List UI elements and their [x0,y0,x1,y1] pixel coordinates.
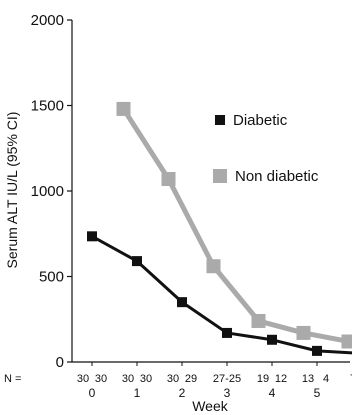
n-row-label: 12 [275,373,287,385]
legend-label-diabetic: Diabetic [233,112,288,129]
data-point-non-diabetic [206,259,221,274]
x-tick-label: 3 [224,386,231,400]
n-row-label: 29 [185,373,197,385]
x-tick-label: 5 [314,386,321,400]
x-tick-label: 1 [134,386,141,400]
legend-label-non-diabetic: Non diabetic [235,168,319,185]
y-tick-label: 1500 [31,98,64,115]
x-axis-title: Week [192,398,229,414]
n-row-label: 13 [302,373,314,385]
n-row-label: 30 [95,373,107,385]
data-point-diabetic [312,345,322,356]
data-point-non-diabetic [251,313,266,328]
x-tick-label: 0 [89,386,96,400]
data-point-non-diabetic [161,172,176,187]
data-point-non-diabetic [116,101,131,116]
n-row-label: 30 [122,373,134,385]
legend-marker-diabetic [215,115,225,125]
series-non-diabetic [116,101,352,349]
n-row-label: 30 [167,373,179,385]
n-row-prefix: N = [4,373,21,385]
series [87,101,352,356]
series-line-non-diabetic [121,107,349,344]
x-tick-label: 2 [179,386,186,400]
y-tick-label: 1000 [31,183,64,200]
series-diabetic [87,231,352,356]
n-row-label: 4 [323,373,329,385]
data-point-diabetic [222,327,232,338]
x-ticks: 012345678 [89,362,321,400]
y-tick-label: 500 [39,269,64,286]
data-point-diabetic [132,256,142,267]
n-row-label: 19 [257,373,269,385]
y-tick-label: 2000 [31,12,64,29]
legend: Diabetic Non diabetic [213,112,319,185]
n-row-label: 30 [140,373,152,385]
n-row-label: 27-25 [213,373,241,385]
data-point-non-diabetic [341,334,352,349]
x-tick-label: 4 [269,386,276,400]
data-point-diabetic [177,297,187,308]
y-ticks: 0 500 1000 1500 2000 [31,12,72,371]
data-point-diabetic [87,231,97,242]
data-point-non-diabetic [296,325,311,340]
data-point-diabetic [267,334,277,345]
n-row-label: 30 [77,373,89,385]
legend-marker-non-diabetic [213,169,227,183]
n-row-label: 7 [350,373,352,385]
y-tick-label: 0 [56,354,64,371]
axes [71,20,350,363]
y-axis-title: Serum ALT IU/L (95% CI) [4,112,20,269]
